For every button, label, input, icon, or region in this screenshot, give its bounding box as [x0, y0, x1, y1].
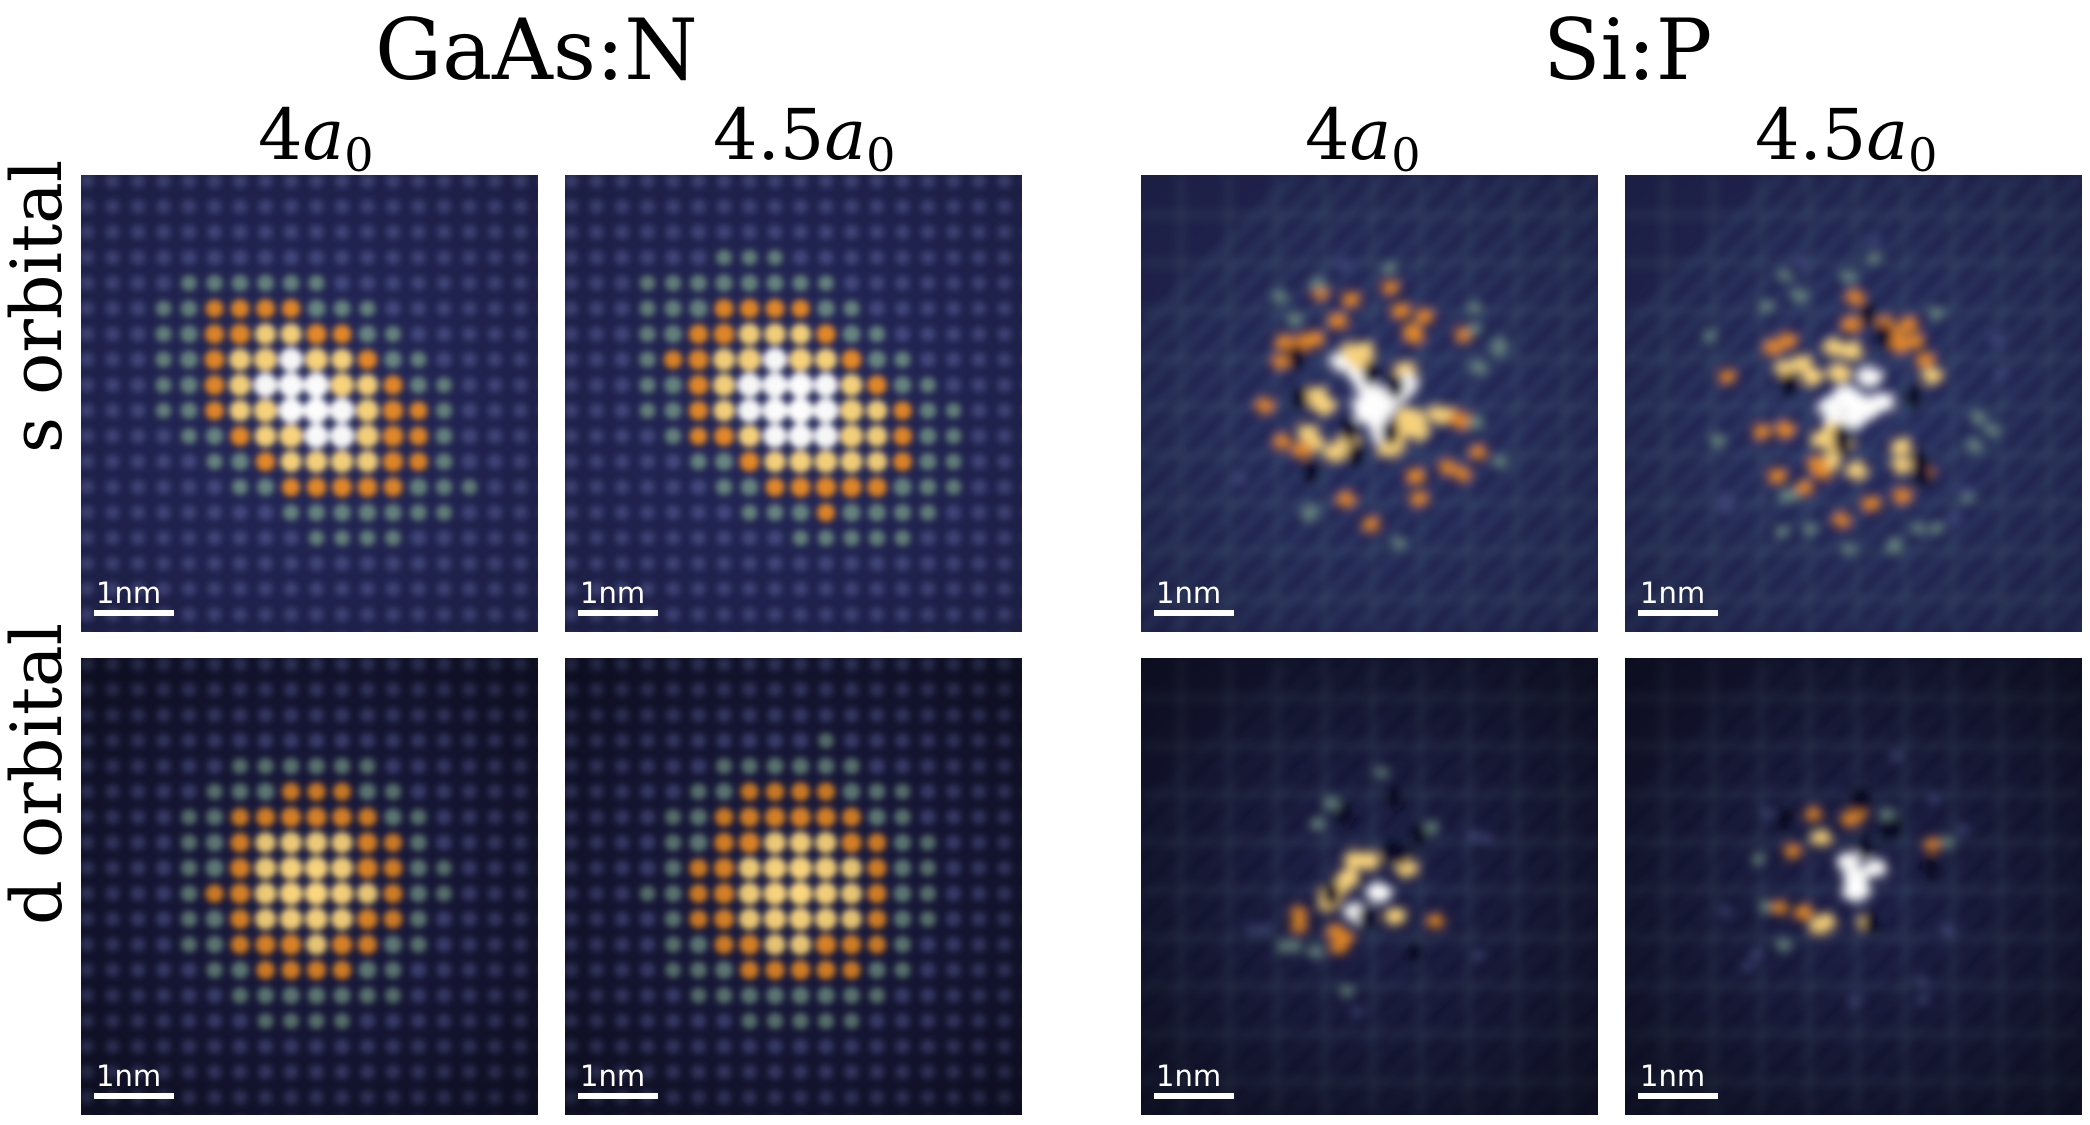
scale-bar: 1nm [578, 1061, 658, 1099]
image-sip-d-orbital-4a0: 1nm [1141, 658, 1598, 1115]
group-title-gaasn: GaAs:N [375, 1, 698, 99]
image-sip-d-orbital-4p5a0: 1nm [1625, 658, 2082, 1115]
row-label-s-orbital: s orbital [0, 159, 78, 453]
scale-bar: 1nm [1154, 1061, 1234, 1099]
scale-bar: 1nm [1638, 578, 1718, 616]
scale-bar: 1nm [94, 578, 174, 616]
image-gaas-s-orbital-4a0: 1nm [81, 175, 538, 632]
col-label-sip-4a0: 4a0 [1305, 94, 1421, 182]
col-label-gaas-4a0: 4a0 [258, 94, 374, 182]
image-sip-s-orbital-4p5a0: 1nm [1625, 175, 2082, 632]
col-label-sip-4p5a0: 4.5a0 [1755, 94, 1938, 182]
group-title-sip: Si:P [1543, 1, 1713, 99]
scale-bar: 1nm [1154, 578, 1234, 616]
row-label-d-orbital: d orbital [0, 622, 78, 925]
image-gaas-s-orbital-4p5a0: 1nm [565, 175, 1022, 632]
image-gaas-d-orbital-4p5a0: 1nm [565, 658, 1022, 1115]
col-label-gaas-4p5a0: 4.5a0 [713, 94, 896, 182]
scale-bar: 1nm [578, 578, 658, 616]
scale-bar: 1nm [94, 1061, 174, 1099]
scale-bar: 1nm [1638, 1061, 1718, 1099]
image-gaas-d-orbital-4a0: 1nm [81, 658, 538, 1115]
image-sip-s-orbital-4a0: 1nm [1141, 175, 1598, 632]
